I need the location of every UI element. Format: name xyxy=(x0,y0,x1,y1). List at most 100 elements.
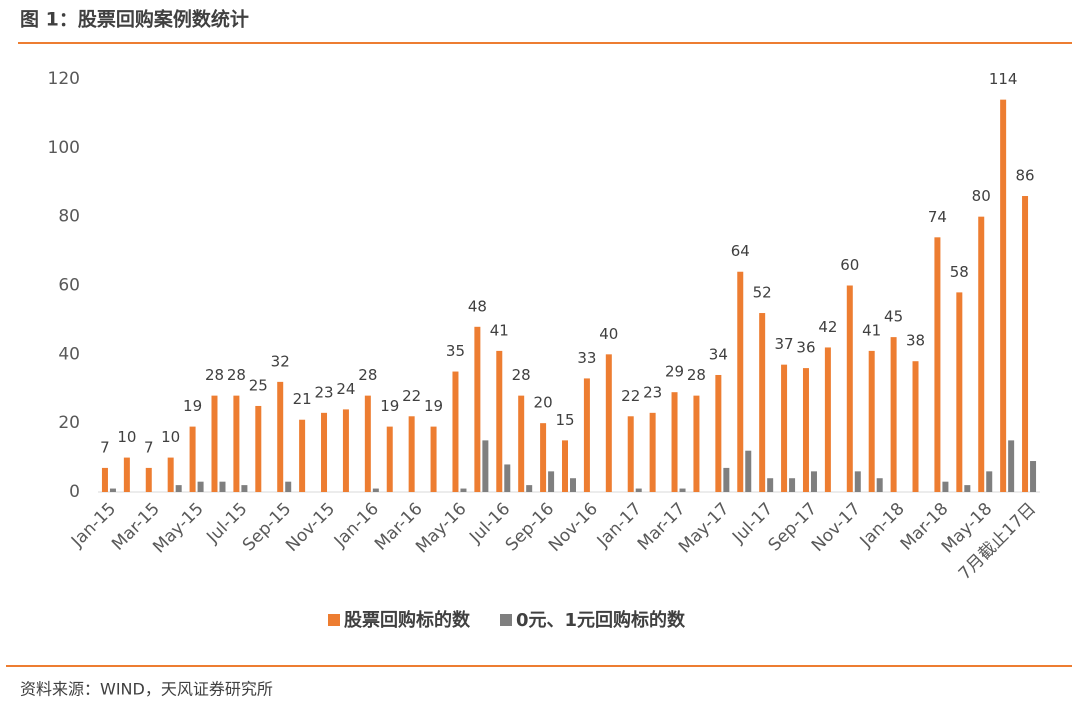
data-label: 37 xyxy=(775,335,794,353)
bar xyxy=(197,481,204,492)
bar xyxy=(175,485,182,492)
data-label: 10 xyxy=(161,428,180,446)
bar xyxy=(605,354,612,492)
legend-swatch xyxy=(328,614,340,626)
x-tick-label: Nov-16 xyxy=(545,499,602,556)
bar xyxy=(386,426,393,492)
data-label: 25 xyxy=(249,376,268,394)
bar xyxy=(548,471,555,492)
data-label: 28 xyxy=(358,366,377,384)
data-label: 7 xyxy=(144,438,154,456)
bar xyxy=(789,478,796,492)
bar xyxy=(321,412,328,492)
bar xyxy=(679,488,686,492)
bar xyxy=(759,313,766,492)
data-label: 38 xyxy=(906,332,925,350)
data-label: 28 xyxy=(687,366,706,384)
bar xyxy=(715,374,722,492)
data-label: 74 xyxy=(928,208,947,226)
data-label: 10 xyxy=(117,428,136,446)
bar xyxy=(277,381,284,492)
data-label: 80 xyxy=(972,187,991,205)
y-tick-label: 100 xyxy=(48,138,80,158)
bar xyxy=(876,478,883,492)
data-label: 24 xyxy=(336,380,355,398)
legend-label: 股票回购标的数 xyxy=(343,609,471,631)
bar xyxy=(241,485,248,492)
bar xyxy=(846,285,853,492)
bar xyxy=(504,464,511,492)
y-tick-label: 80 xyxy=(58,207,80,227)
bar xyxy=(1022,196,1029,492)
bar xyxy=(824,347,831,492)
bar xyxy=(123,457,130,492)
data-label: 28 xyxy=(512,366,531,384)
x-tick-label: Nov-17 xyxy=(808,499,865,556)
bar xyxy=(482,440,489,492)
bar xyxy=(1008,440,1015,492)
bar xyxy=(145,467,152,492)
bar xyxy=(723,467,730,492)
source-note: 资料来源：WIND，天风证券研究所 xyxy=(20,680,273,699)
bar xyxy=(299,419,306,492)
bar xyxy=(964,485,971,492)
data-label: 58 xyxy=(950,263,969,281)
bar xyxy=(408,416,415,492)
bar xyxy=(255,405,262,492)
bar xyxy=(109,488,116,492)
bar xyxy=(372,488,379,492)
y-tick-label: 40 xyxy=(58,344,80,364)
bar xyxy=(496,350,503,492)
data-label: 22 xyxy=(621,387,640,405)
data-label: 28 xyxy=(205,366,224,384)
bar xyxy=(430,426,437,492)
chart-title: 图 1：股票回购案例数统计 xyxy=(20,8,249,31)
data-label: 86 xyxy=(1015,167,1034,185)
bar xyxy=(1000,99,1007,493)
data-label: 28 xyxy=(227,366,246,384)
bar xyxy=(810,471,817,492)
data-label: 33 xyxy=(577,349,596,367)
data-label: 19 xyxy=(380,397,399,415)
data-label: 21 xyxy=(293,390,312,408)
bar xyxy=(219,481,226,492)
legend-label: 0元、1元回购标的数 xyxy=(516,609,686,631)
bar xyxy=(671,392,678,492)
bar xyxy=(802,368,809,492)
y-tick-label: 60 xyxy=(58,276,80,296)
bar xyxy=(211,395,218,492)
bar xyxy=(956,292,963,492)
bar xyxy=(460,488,467,492)
bar xyxy=(745,450,752,492)
data-label: 15 xyxy=(555,411,574,429)
data-label: 36 xyxy=(796,339,815,357)
bar xyxy=(1030,461,1037,492)
bar xyxy=(890,337,897,492)
bar xyxy=(978,216,985,492)
bar xyxy=(868,350,875,492)
bar xyxy=(854,471,861,492)
data-label: 34 xyxy=(709,345,728,363)
bar xyxy=(452,371,459,492)
bar xyxy=(635,488,642,492)
bar xyxy=(627,416,634,492)
y-tick-label: 20 xyxy=(58,413,80,433)
data-label: 52 xyxy=(753,284,772,302)
data-label: 7 xyxy=(100,438,110,456)
data-label: 29 xyxy=(665,363,684,381)
data-label: 19 xyxy=(424,397,443,415)
y-tick-label: 0 xyxy=(69,482,80,502)
data-label: 32 xyxy=(271,352,290,370)
bar xyxy=(518,395,525,492)
data-label: 42 xyxy=(818,318,837,336)
bar xyxy=(767,478,774,492)
bar xyxy=(570,478,576,492)
bar xyxy=(737,271,744,492)
bar xyxy=(562,440,568,492)
data-label: 23 xyxy=(643,383,662,401)
data-label: 40 xyxy=(599,325,618,343)
bar xyxy=(583,378,590,492)
bar xyxy=(101,467,108,492)
data-label: 35 xyxy=(446,342,465,360)
